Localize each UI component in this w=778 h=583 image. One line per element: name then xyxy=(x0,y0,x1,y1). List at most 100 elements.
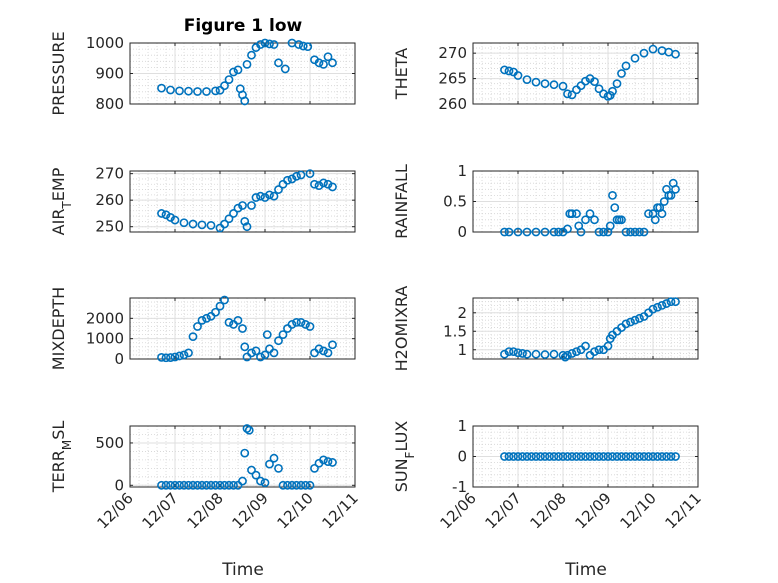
data-point xyxy=(193,87,202,96)
data-point xyxy=(635,313,644,323)
data-point xyxy=(594,84,604,94)
data-point xyxy=(630,315,640,325)
data-point xyxy=(184,480,193,490)
data-point xyxy=(328,340,337,350)
data-point xyxy=(157,209,166,218)
data-point xyxy=(294,40,304,49)
y-tick-label: 500 xyxy=(95,434,124,452)
data-point xyxy=(328,58,337,68)
data-point xyxy=(323,52,333,62)
data-point xyxy=(328,458,337,467)
x-tick-label: 12/10 xyxy=(617,489,660,532)
data-point xyxy=(224,317,234,327)
data-point xyxy=(581,452,590,461)
data-point xyxy=(229,67,238,77)
y-tick-label: 260 xyxy=(95,191,124,209)
data-point xyxy=(567,349,577,358)
data-point xyxy=(500,65,509,75)
data-point xyxy=(206,480,216,490)
data-point xyxy=(323,457,333,466)
data-point xyxy=(549,227,559,237)
data-point xyxy=(260,193,270,202)
data-point xyxy=(269,348,279,358)
data-point xyxy=(536,452,545,461)
data-point xyxy=(531,452,541,461)
data-point xyxy=(581,215,590,225)
data-point xyxy=(666,452,676,461)
axes-frame xyxy=(129,425,356,488)
data-point xyxy=(262,330,272,339)
data-point xyxy=(240,96,250,106)
data-point xyxy=(247,348,256,358)
data-point xyxy=(549,349,559,359)
data-point xyxy=(166,85,175,95)
x-tick-label: 12/11 xyxy=(319,489,362,532)
data-point xyxy=(605,221,615,231)
data-point xyxy=(657,300,667,310)
data-point xyxy=(269,40,279,49)
data-point xyxy=(269,453,279,463)
data-point xyxy=(621,61,631,71)
data-point xyxy=(242,59,252,69)
data-point xyxy=(211,480,220,490)
data-point xyxy=(657,452,667,461)
data-point xyxy=(157,352,166,362)
axes-frame xyxy=(129,297,356,360)
data-point xyxy=(617,215,626,225)
data-point xyxy=(563,224,572,234)
data-point xyxy=(608,190,617,200)
data-point xyxy=(310,179,319,189)
data-point xyxy=(193,480,202,490)
data-point xyxy=(662,452,671,461)
data-point xyxy=(179,480,189,490)
data-point xyxy=(671,184,680,194)
data-point xyxy=(211,307,220,317)
data-point xyxy=(280,64,290,74)
data-point xyxy=(233,315,243,325)
data-point xyxy=(211,86,220,96)
data-point xyxy=(522,349,532,359)
data-point xyxy=(585,452,595,461)
y-tick-label: 0 xyxy=(457,448,467,466)
data-point xyxy=(590,77,599,87)
data-point xyxy=(215,301,225,311)
subplot-air_temp: 250 260 270 AIRTEMP xyxy=(49,165,356,236)
data-point xyxy=(184,348,193,358)
data-point xyxy=(504,452,514,461)
data-point xyxy=(639,452,649,461)
data-point xyxy=(256,191,265,201)
data-point xyxy=(215,85,225,95)
data-point xyxy=(639,227,649,237)
data-point xyxy=(608,86,617,96)
data-point xyxy=(314,344,324,354)
data-point xyxy=(175,480,184,490)
data-point xyxy=(319,346,328,356)
data-point xyxy=(527,452,536,461)
data-point xyxy=(229,209,238,218)
data-point xyxy=(157,480,166,490)
data-point xyxy=(621,227,631,237)
data-point xyxy=(558,452,568,461)
data-point xyxy=(188,332,198,342)
data-point xyxy=(233,203,243,213)
data-point xyxy=(161,480,171,490)
data-point xyxy=(540,79,550,89)
data-point xyxy=(576,81,586,91)
data-point xyxy=(319,59,328,69)
data-point xyxy=(513,348,523,358)
data-point xyxy=(648,452,658,461)
y-tick-label: 270 xyxy=(438,44,467,62)
data-point xyxy=(233,65,243,75)
data-point xyxy=(220,295,229,305)
data-point xyxy=(635,227,644,237)
data-point xyxy=(161,353,171,363)
data-point xyxy=(170,480,180,490)
y-tick-label: 1000 xyxy=(86,330,124,348)
data-point xyxy=(648,44,658,54)
data-point xyxy=(581,76,590,86)
data-point xyxy=(220,81,229,91)
data-point xyxy=(220,480,229,490)
x-axis-label-left: Time xyxy=(221,560,264,580)
subplot-theta: 260 265 270 THETA xyxy=(392,42,699,113)
